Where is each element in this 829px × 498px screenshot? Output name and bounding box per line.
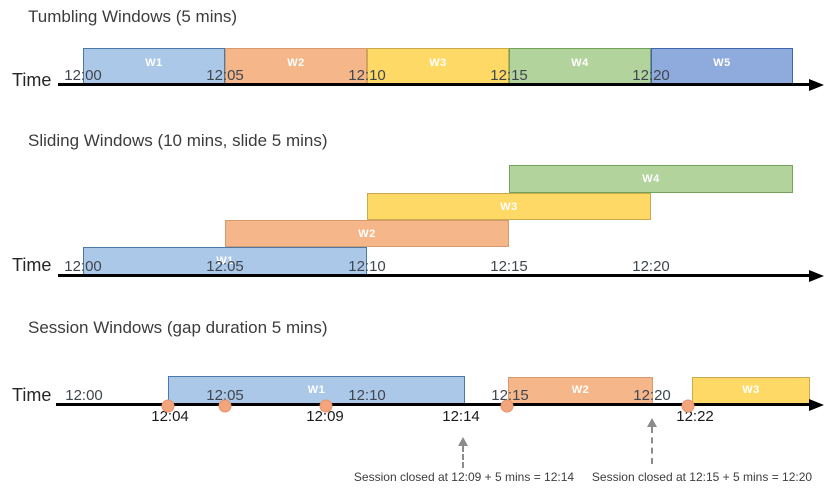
callout-dashed-line (462, 446, 464, 468)
window-label: W5 (713, 57, 731, 69)
axis-tick-label: 12:15 (490, 258, 528, 275)
window-label: W1 (307, 383, 326, 396)
window-bar-w1 (168, 376, 465, 405)
session-close-annotation: Session closed at 12:15 + 5 mins = 12:20 (591, 470, 813, 484)
time-axis-label: Time (12, 70, 52, 90)
window-bar-w2 (225, 220, 509, 247)
event-time-label: 12:14 (442, 408, 480, 425)
time-axis-arrowhead (809, 270, 824, 282)
time-axis-label: Time (12, 385, 52, 405)
window-label: W4 (571, 57, 589, 69)
event-time-label: 12:09 (306, 408, 344, 425)
window-label: W1 (145, 57, 163, 69)
window-label: W3 (500, 200, 518, 213)
window-bar-w3 (692, 377, 810, 405)
axis-tick-label: 12:05 (206, 258, 244, 275)
event-dot (681, 399, 695, 413)
axis-tick-label: 12:20 (633, 387, 671, 404)
time-axis-line (56, 403, 810, 406)
axis-tick-label: 12:00 (65, 387, 103, 404)
window-bar-w2 (508, 377, 653, 405)
window-label: W1 (216, 255, 234, 267)
event-dot (500, 399, 514, 413)
time-axis-arrowhead (809, 79, 824, 91)
window-label: W3 (429, 57, 447, 69)
axis-tick-label: 12:10 (348, 387, 386, 404)
callout-arrow-up-icon (647, 418, 657, 427)
axis-tick-label: 12:20 (632, 67, 670, 84)
window-label: W2 (358, 227, 376, 240)
window-label: W4 (642, 173, 660, 185)
callout-dashed-line (651, 427, 653, 464)
window-bar-w3 (367, 48, 509, 84)
event-dot (161, 399, 175, 413)
axis-tick-label: 12:05 (206, 387, 244, 404)
axis-tick-label: 12:20 (632, 258, 670, 275)
window-bar-w4 (509, 48, 651, 84)
panel-title: Sliding Windows (10 mins, slide 5 mins) (28, 131, 328, 150)
axis-tick-label: 12:05 (206, 67, 244, 84)
axis-tick-label: 12:15 (490, 67, 528, 84)
axis-tick-label: 12:00 (64, 67, 102, 84)
time-axis-line (58, 274, 810, 277)
panel-title: Session Windows (gap duration 5 mins) (28, 318, 328, 337)
axis-tick-label: 12:00 (64, 258, 102, 275)
window-bar-w3 (367, 193, 651, 220)
window-bar-w2 (225, 48, 367, 84)
event-dot (218, 399, 232, 413)
callout-arrow-up-icon (458, 437, 468, 446)
event-time-label: 12:04 (151, 408, 189, 425)
window-label: W2 (287, 57, 305, 69)
window-label: W2 (571, 384, 590, 396)
time-axis-line (58, 83, 810, 86)
panel-title: Tumbling Windows (5 mins) (28, 7, 238, 26)
window-bar-w1 (83, 247, 367, 275)
session-close-annotation: Session closed at 12:09 + 5 mins = 12:14 (353, 470, 575, 484)
window-bar-w5 (651, 48, 793, 84)
window-label: W3 (742, 384, 760, 396)
event-dot (319, 399, 333, 413)
axis-tick-label: 12:10 (348, 258, 386, 275)
axis-tick-label: 12:15 (491, 387, 529, 404)
time-axis-label: Time (12, 255, 52, 275)
window-bar-w4 (509, 165, 793, 193)
time-axis-arrowhead (809, 399, 824, 411)
event-time-label: 12:22 (676, 408, 714, 425)
window-bar-w1 (83, 48, 225, 84)
axis-tick-label: 12:10 (348, 67, 386, 84)
